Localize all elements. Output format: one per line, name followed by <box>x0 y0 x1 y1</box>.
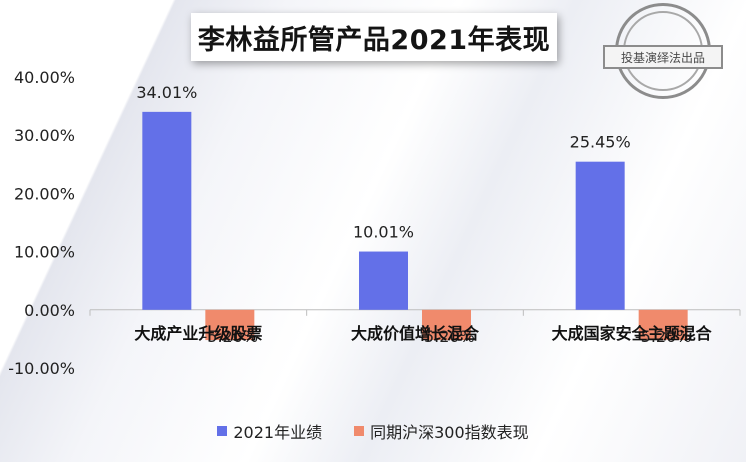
y-tick-label: 10.00% <box>14 243 75 262</box>
y-tick-label: 40.00% <box>14 68 75 87</box>
bar-index-performance <box>422 309 471 341</box>
legend-item-index: 同期沪深300指数表现 <box>354 419 529 443</box>
stamp-banner: 投基演绎法出品 <box>603 45 723 69</box>
data-label: -5.20% <box>635 327 692 346</box>
bar-index-performance <box>205 309 255 341</box>
bar-2021-performance <box>575 161 625 310</box>
y-tick-label: 30.00% <box>14 126 75 145</box>
y-tick-label: 0.00% <box>24 301 75 320</box>
legend-label: 同期沪深300指数表现 <box>370 423 529 442</box>
chart-legend: 2021年业绩 同期沪深300指数表现 <box>0 420 746 442</box>
data-label: 34.01% <box>136 83 197 102</box>
data-label: -5.20% <box>418 327 475 346</box>
x-category-label: 大成价值增长混合 <box>351 324 480 343</box>
data-label: 10.01% <box>353 223 414 242</box>
legend-swatch <box>354 426 365 436</box>
x-category-label: 大成产业升级股票 <box>134 324 262 343</box>
publisher-stamp: 投基演绎法出品 <box>599 3 727 107</box>
bar-2021-performance <box>359 251 408 310</box>
data-label: 25.45% <box>570 133 631 152</box>
x-category-label: 大成国家安全主题混合 <box>552 324 713 343</box>
legend-label: 2021年业绩 <box>233 423 323 442</box>
data-label: -5.20% <box>202 327 259 346</box>
legend-swatch <box>217 426 228 436</box>
bar-index-performance <box>638 309 688 341</box>
chart-title: 李林益所管产品2021年表现 <box>191 13 557 61</box>
bar-2021-performance <box>142 111 192 310</box>
legend-item-performance: 2021年业绩 <box>217 419 322 443</box>
y-tick-label: -10.00% <box>8 359 75 378</box>
y-tick-label: 20.00% <box>14 184 75 203</box>
